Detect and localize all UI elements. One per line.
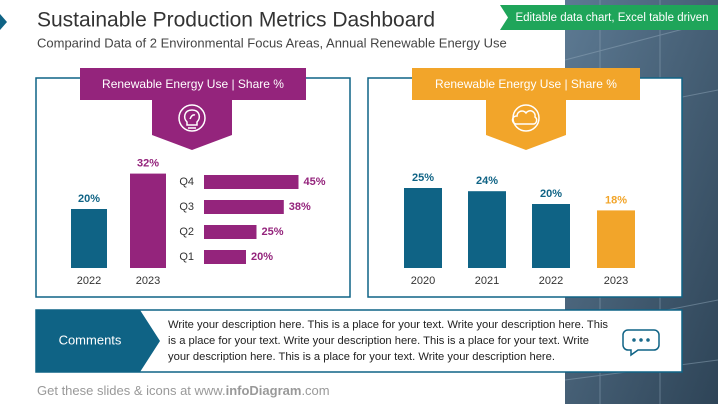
co2-icon bbox=[511, 104, 540, 132]
bar bbox=[130, 173, 166, 268]
category-label: Q1 bbox=[179, 251, 194, 263]
corner-mark bbox=[0, 14, 7, 30]
chat-icon bbox=[622, 329, 660, 357]
bar bbox=[597, 210, 635, 268]
category-label: Q3 bbox=[179, 201, 194, 213]
footer: Get these slides & icons at www.infoDiag… bbox=[37, 383, 330, 398]
bar bbox=[532, 204, 570, 268]
value-label: 25% bbox=[412, 172, 434, 184]
title: Sustainable Production Metrics Dashboard bbox=[37, 9, 435, 32]
footer-brand: infoDiagram bbox=[226, 383, 302, 398]
bar bbox=[71, 209, 107, 268]
footer-prefix: Get these slides & icons at www. bbox=[37, 383, 226, 398]
panel-title: Renewable Energy Use | Share % bbox=[102, 77, 284, 91]
badge bbox=[500, 5, 718, 30]
bar bbox=[204, 250, 246, 264]
panel-header bbox=[80, 68, 306, 100]
comment-text: Write your description here. This is a p… bbox=[168, 319, 608, 363]
category-label: 2023 bbox=[136, 275, 160, 287]
category-label: 2021 bbox=[475, 275, 499, 287]
bar bbox=[204, 200, 284, 214]
comment-line: Write your description here. This is a p… bbox=[168, 319, 608, 331]
category-label: 2020 bbox=[411, 275, 435, 287]
footer-suffix: .com bbox=[301, 383, 329, 398]
category-label: 2023 bbox=[604, 275, 628, 287]
bar bbox=[404, 188, 442, 268]
comment-line: is a place for your text. Write your des… bbox=[168, 335, 589, 347]
value-label: 20% bbox=[540, 188, 562, 200]
subtitle: Comparind Data of 2 Environmental Focus … bbox=[37, 35, 507, 50]
comment-line: your description here. This is a place f… bbox=[168, 351, 555, 363]
value-label: 45% bbox=[304, 176, 326, 188]
comments-label: Comments bbox=[59, 332, 122, 347]
badge-text: Editable data chart, Excel table driven bbox=[515, 12, 708, 24]
bulb-icon bbox=[178, 104, 206, 132]
value-label: 18% bbox=[605, 194, 627, 206]
comments-tag bbox=[36, 310, 160, 372]
value-label: 38% bbox=[289, 201, 311, 213]
value-label: 32% bbox=[137, 158, 159, 170]
panel-header bbox=[412, 68, 640, 100]
bar bbox=[468, 191, 506, 268]
bar bbox=[204, 175, 299, 189]
panel-pennant bbox=[486, 100, 566, 150]
bar bbox=[204, 225, 257, 239]
category-label: Q2 bbox=[179, 226, 194, 238]
panel-title: Renewable Energy Use | Share % bbox=[435, 77, 617, 91]
category-label: Q4 bbox=[179, 176, 194, 188]
value-label: 20% bbox=[251, 251, 273, 263]
category-label: 2022 bbox=[77, 275, 101, 287]
value-label: 25% bbox=[262, 226, 284, 238]
category-label: 2022 bbox=[539, 275, 563, 287]
value-label: 24% bbox=[476, 175, 498, 187]
value-label: 20% bbox=[78, 193, 100, 205]
